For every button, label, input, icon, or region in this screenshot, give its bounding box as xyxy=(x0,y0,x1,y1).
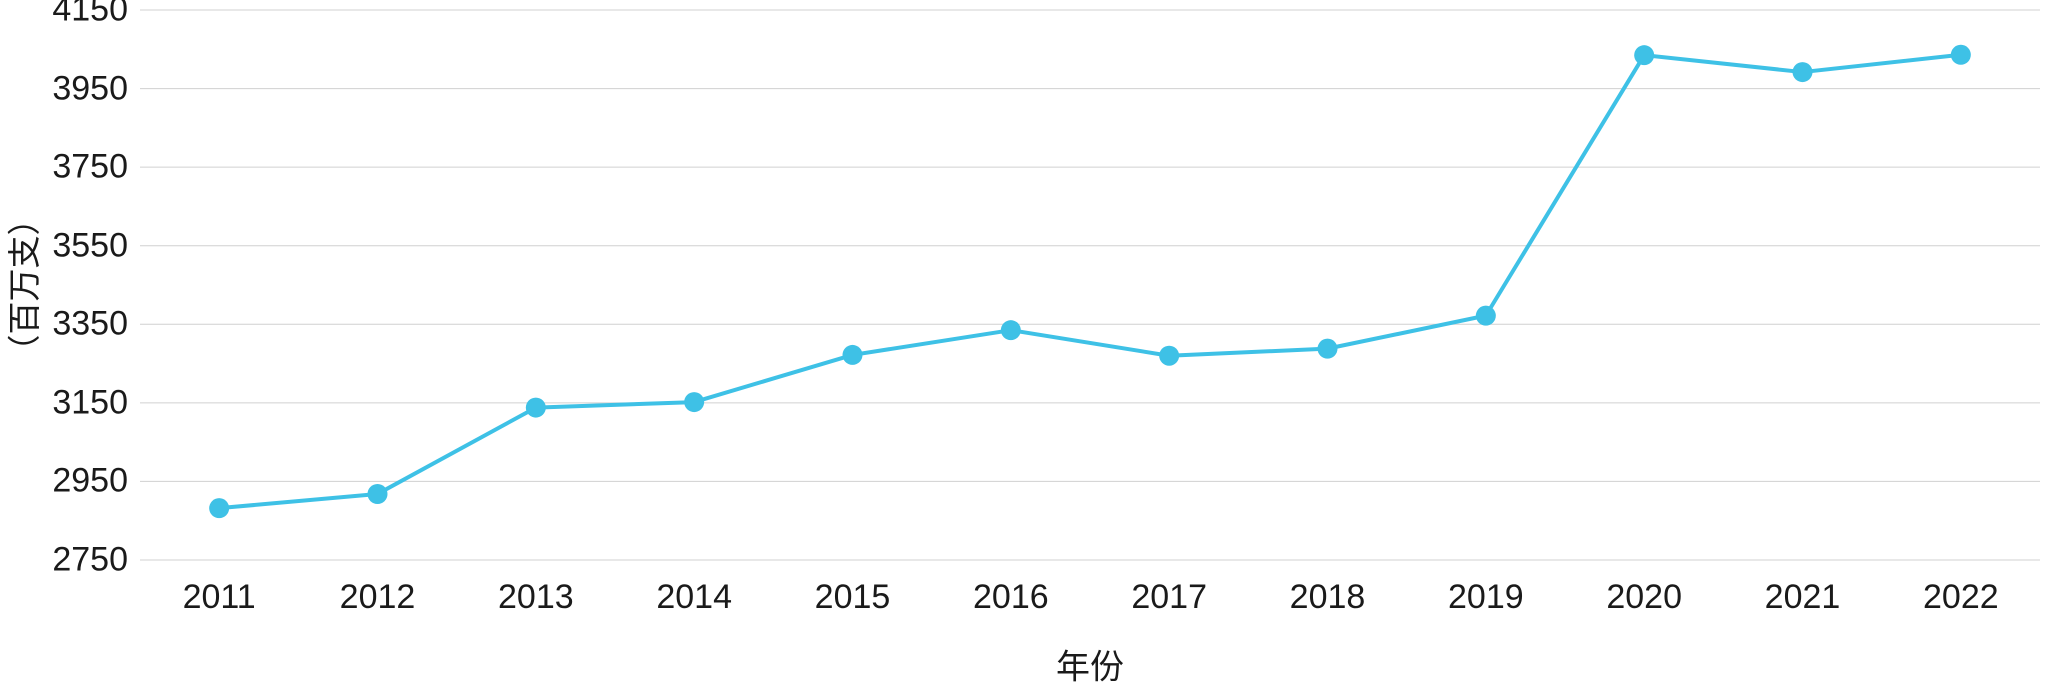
x-tick-label: 2013 xyxy=(498,578,574,617)
data-point xyxy=(368,484,388,504)
data-point xyxy=(1476,306,1496,326)
x-tick-label: 2017 xyxy=(1131,578,1207,617)
x-tick-label: 2015 xyxy=(815,578,891,617)
data-point xyxy=(1951,45,1971,65)
data-point xyxy=(1001,320,1021,340)
data-point xyxy=(526,398,546,418)
y-tick-label: 3350 xyxy=(52,305,128,344)
series-line xyxy=(219,55,1961,508)
x-tick-label: 2022 xyxy=(1923,578,1999,617)
line-chart: （百万支） 年份 2750295031503350355037503950415… xyxy=(0,0,2048,694)
x-tick-label: 2016 xyxy=(973,578,1049,617)
data-point xyxy=(843,345,863,365)
x-tick-label: 2019 xyxy=(1448,578,1524,617)
y-tick-label: 3950 xyxy=(52,69,128,108)
x-tick-label: 2021 xyxy=(1765,578,1841,617)
data-point xyxy=(209,498,229,518)
y-tick-label: 2750 xyxy=(52,541,128,580)
y-tick-label: 4150 xyxy=(52,0,128,30)
x-tick-label: 2011 xyxy=(183,578,256,617)
x-tick-label: 2012 xyxy=(340,578,416,617)
data-point xyxy=(1318,339,1338,359)
data-point xyxy=(684,392,704,412)
data-point xyxy=(1793,62,1813,82)
x-tick-label: 2014 xyxy=(656,578,732,617)
y-tick-label: 3150 xyxy=(52,383,128,422)
x-tick-label: 2018 xyxy=(1290,578,1366,617)
data-point xyxy=(1634,45,1654,65)
data-point xyxy=(1159,346,1179,366)
y-tick-label: 3750 xyxy=(52,148,128,187)
x-tick-label: 2020 xyxy=(1606,578,1682,617)
y-tick-label: 3550 xyxy=(52,226,128,265)
y-tick-label: 2950 xyxy=(52,462,128,501)
